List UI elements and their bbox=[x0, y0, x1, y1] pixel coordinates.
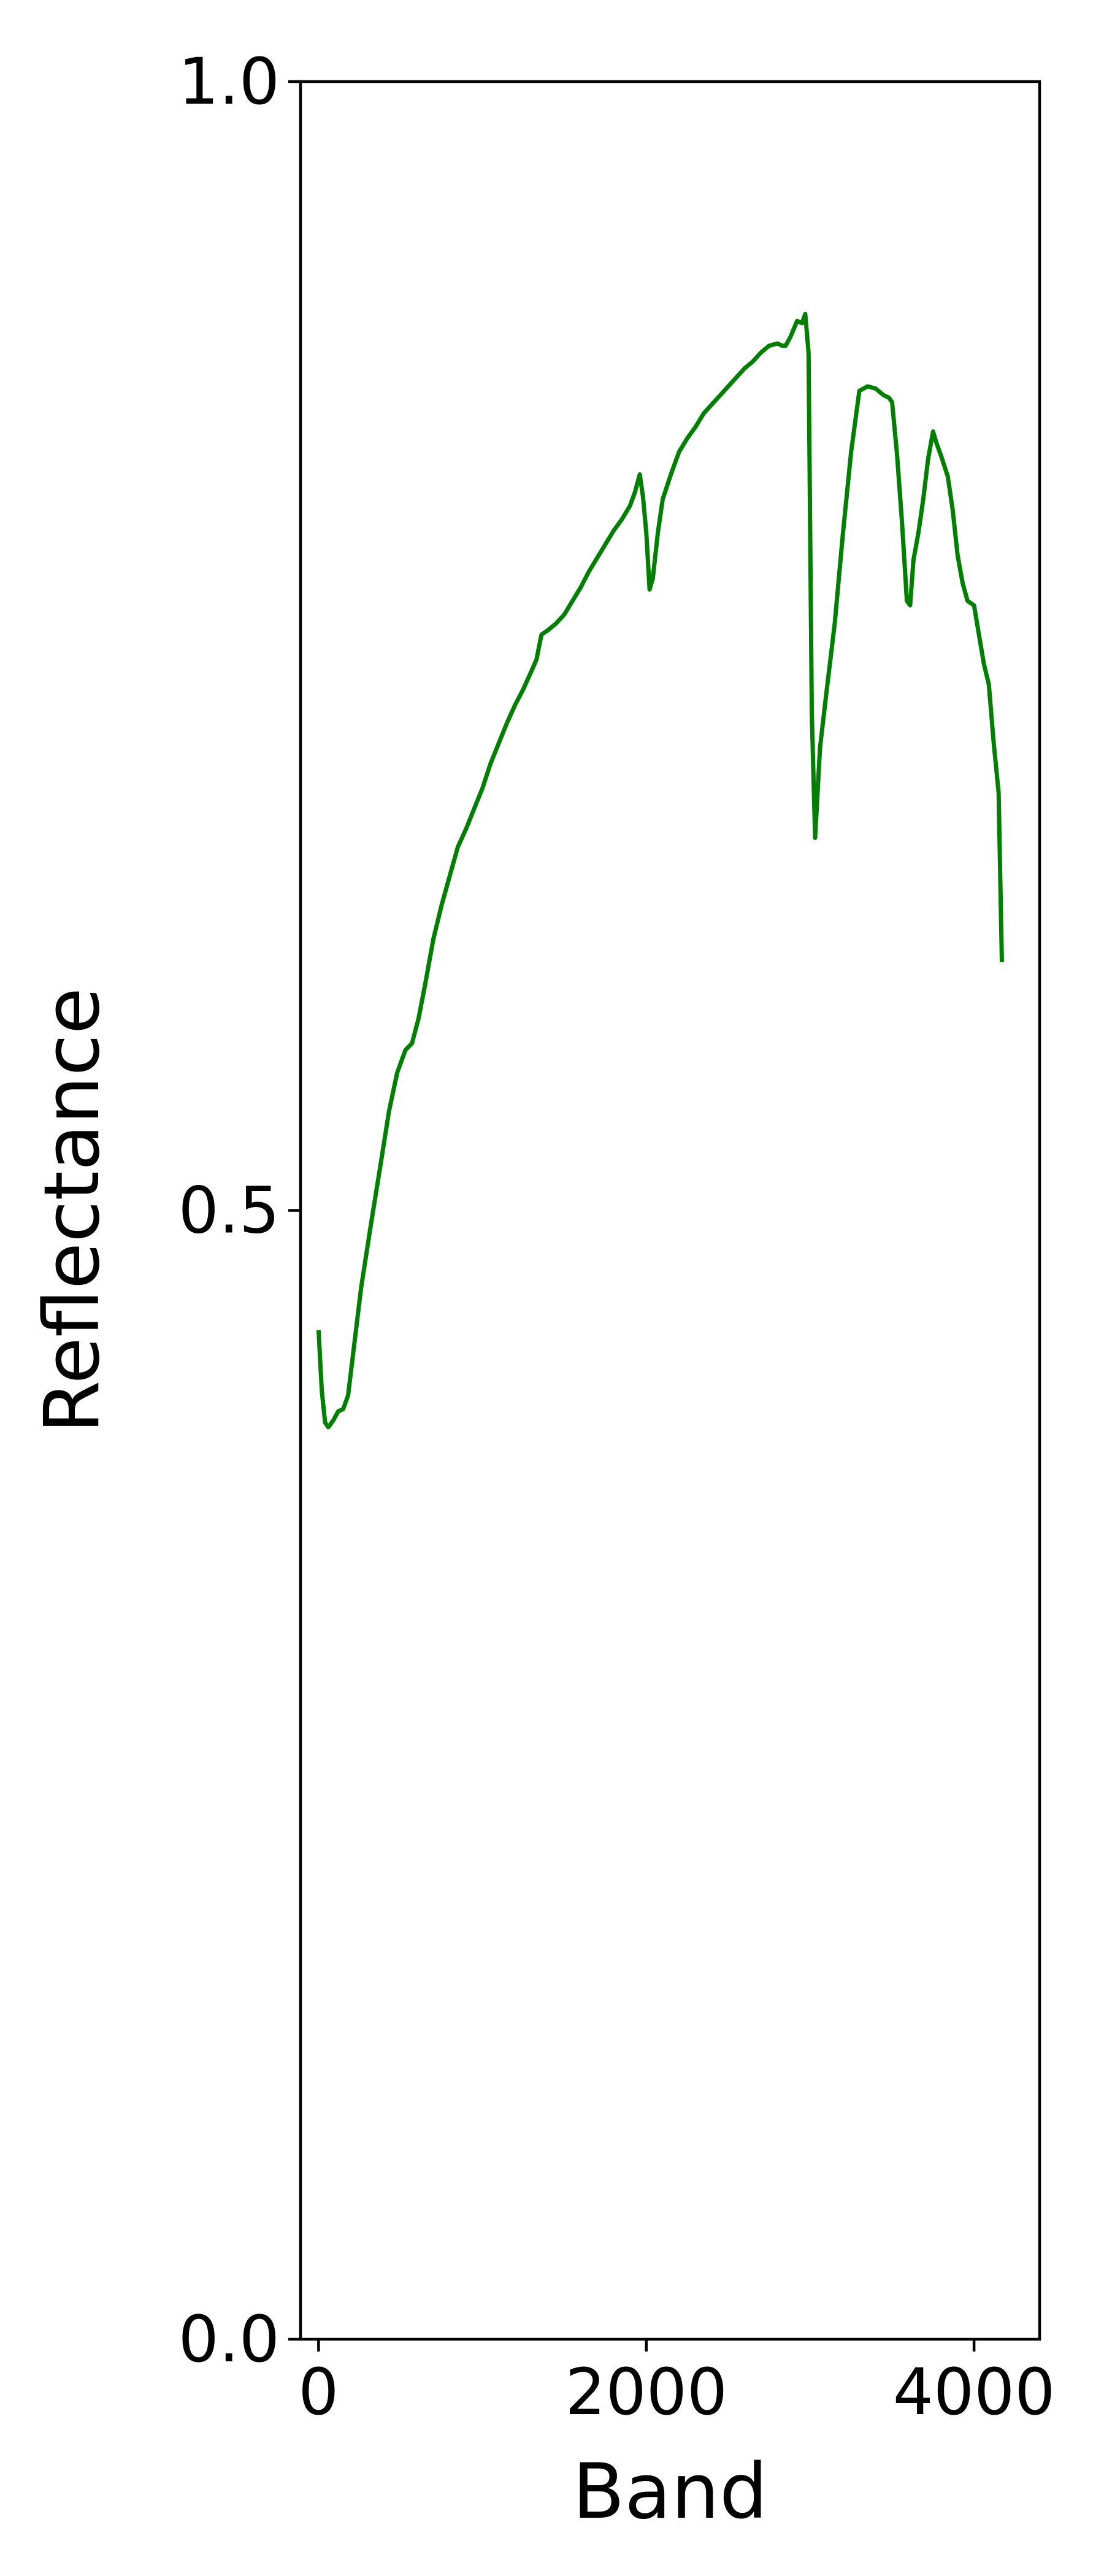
y-axis-ticks: 0.0 0.5 1.0 bbox=[178, 44, 301, 2377]
x-axis-title: Band bbox=[572, 2448, 767, 2536]
plot-frame bbox=[299, 80, 1041, 2341]
x-tick-label: 0 bbox=[298, 2355, 339, 2429]
reflectance-series-line bbox=[316, 312, 1004, 1430]
y-tick-label: 1.0 bbox=[178, 44, 280, 119]
y-tick-label: 0.0 bbox=[178, 2302, 280, 2377]
y-tick-label: 0.5 bbox=[178, 1173, 280, 1248]
y-axis-title: Reflectance bbox=[28, 987, 117, 1433]
x-tick-label: 4000 bbox=[893, 2355, 1056, 2429]
x-tick-label: 2000 bbox=[565, 2355, 727, 2429]
x-axis-ticks: 0 2000 4000 bbox=[298, 2339, 1055, 2429]
